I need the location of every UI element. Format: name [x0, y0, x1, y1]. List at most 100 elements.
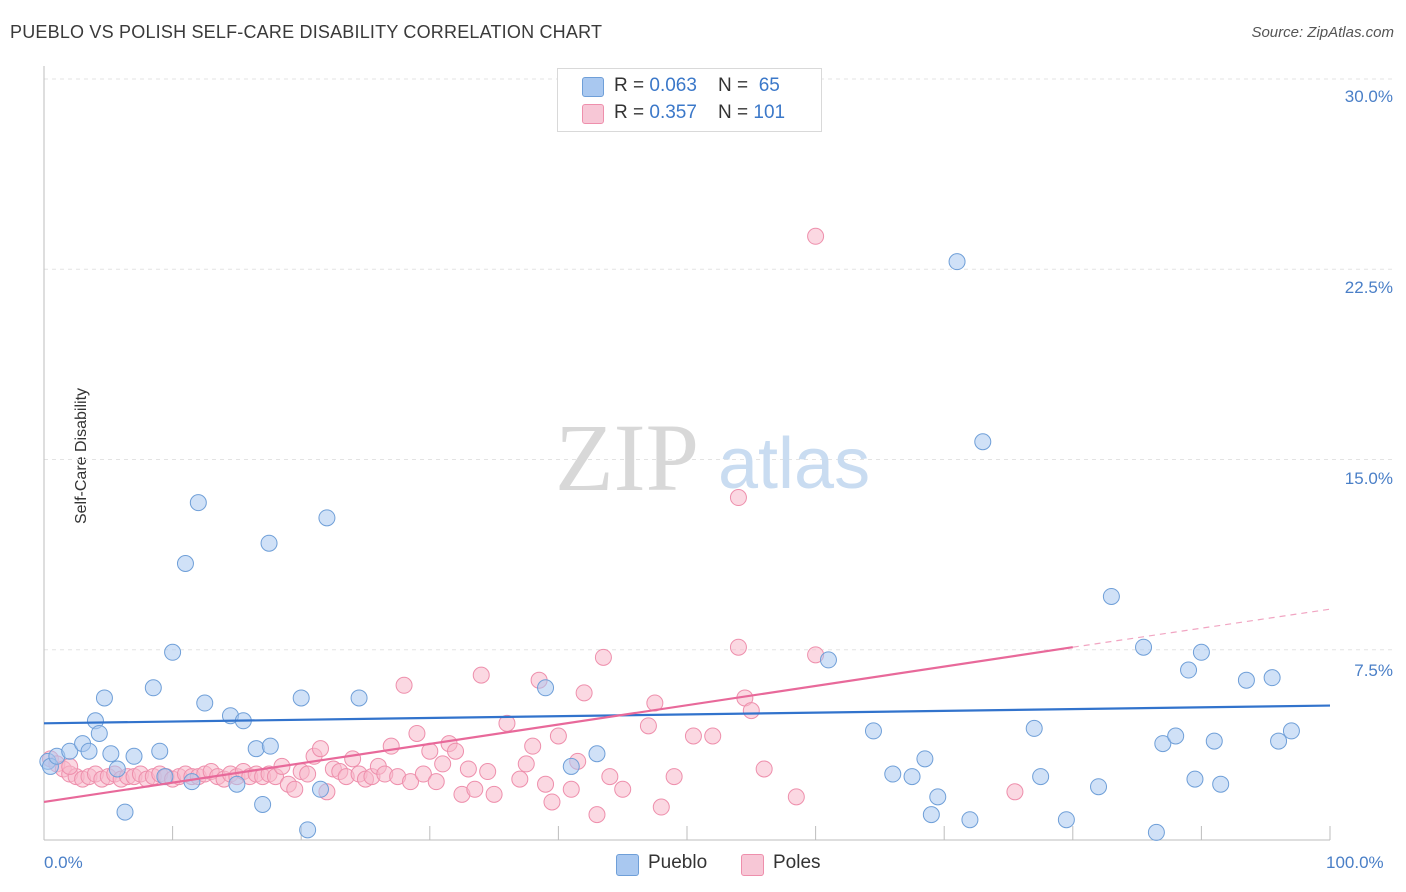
poles-point — [414, 765, 432, 783]
pueblo-point — [948, 253, 966, 271]
pueblo-point — [261, 737, 279, 755]
pueblo-point — [144, 679, 162, 697]
n-value: 65 — [758, 75, 780, 96]
poles-point — [1006, 783, 1024, 801]
poles-point — [787, 788, 805, 806]
pueblo-point — [916, 750, 934, 768]
poles-point — [652, 798, 670, 816]
pueblo-point — [311, 780, 329, 798]
pueblo-trendline — [43, 704, 1331, 725]
poles-point — [299, 765, 317, 783]
poles-point — [524, 737, 542, 755]
pueblo-point — [90, 724, 108, 742]
source-label: Source: ZipAtlas.com — [1251, 24, 1394, 41]
poles-point — [684, 727, 702, 745]
pueblo-point — [929, 788, 947, 806]
poles-point — [382, 737, 400, 755]
legend-item-pueblo: Pueblo — [616, 852, 708, 876]
poles-point — [704, 727, 722, 745]
poles-swatch — [582, 104, 604, 124]
n-label: N = — [718, 75, 754, 96]
n-value: 101 — [753, 102, 786, 123]
pueblo-point — [1263, 669, 1281, 687]
pueblo-point — [254, 795, 272, 813]
pueblo-point — [903, 768, 921, 786]
poles-point — [549, 727, 567, 745]
poles-point — [594, 648, 612, 666]
poles-point — [466, 780, 484, 798]
poles-point — [408, 724, 426, 742]
pueblo-point — [108, 760, 126, 778]
pueblo-point — [1186, 770, 1204, 788]
pueblo-point — [1180, 661, 1198, 679]
poles-swatch — [741, 854, 764, 876]
pueblo-point — [125, 747, 143, 765]
pueblo-point — [1282, 722, 1300, 740]
poles-point — [434, 755, 452, 773]
pueblo-point — [292, 689, 310, 707]
y-tick-label: 7.5% — [1354, 661, 1393, 680]
poles-point — [601, 768, 619, 786]
pueblo-point — [1102, 587, 1120, 605]
poles-point — [562, 780, 580, 798]
poles-point — [447, 742, 465, 760]
poles-trendline-extension — [1072, 608, 1331, 648]
pueblo-point — [1192, 643, 1210, 661]
poles-point — [755, 760, 773, 778]
pueblo-point — [884, 765, 902, 783]
pueblo-point — [102, 745, 120, 763]
poles-point — [427, 773, 445, 791]
watermark-zip: ZIP — [555, 404, 699, 511]
poles-trendline — [43, 646, 1073, 804]
poles-point — [665, 768, 683, 786]
pueblo-point — [61, 742, 79, 760]
poles-point — [479, 763, 497, 781]
pueblo-point — [588, 745, 606, 763]
pueblo-point — [196, 694, 214, 712]
pueblo-point — [299, 821, 317, 839]
pueblo-point — [80, 742, 98, 760]
r-label: R = — [614, 102, 650, 123]
poles-point — [511, 770, 529, 788]
pueblo-point — [1154, 735, 1172, 753]
pueblo-swatch — [582, 77, 604, 97]
pueblo-point — [537, 679, 555, 697]
legend-label: Poles — [773, 852, 821, 873]
r-value: 0.357 — [649, 102, 697, 123]
pueblo-point — [1237, 671, 1255, 689]
poles-point — [459, 760, 477, 778]
pueblo-point — [95, 689, 113, 707]
poles-point — [575, 684, 593, 702]
pueblo-point — [164, 643, 182, 661]
y-tick-label: 22.5% — [1344, 278, 1393, 297]
x-tick-label: 0.0% — [44, 853, 83, 872]
poles-point — [588, 806, 606, 824]
pueblo-point — [350, 689, 368, 707]
pueblo-point — [151, 742, 169, 760]
pueblo-point — [1057, 811, 1075, 829]
chart-title: PUEBLO VS POLISH SELF-CARE DISABILITY CO… — [10, 22, 603, 42]
poles-point — [729, 489, 747, 507]
poles-point — [344, 750, 362, 768]
pueblo-point — [247, 740, 265, 758]
poles-point — [543, 793, 561, 811]
pueblo-point — [318, 509, 336, 527]
r-label: R = — [614, 75, 650, 96]
pueblo-point — [1167, 727, 1185, 745]
pueblo-point — [1147, 823, 1165, 841]
poles-point — [517, 755, 535, 773]
pueblo-point — [864, 722, 882, 740]
pueblo-point — [260, 534, 278, 552]
pueblo-point — [961, 811, 979, 829]
poles-point — [639, 717, 657, 735]
pueblo-point — [974, 433, 992, 451]
n-label: N = — [718, 102, 754, 123]
pueblo-point — [562, 757, 580, 775]
poles-point — [472, 666, 490, 684]
poles-point — [807, 227, 825, 245]
r-value: 0.063 — [649, 75, 697, 96]
pueblo-point — [1032, 768, 1050, 786]
pueblo-point — [1135, 638, 1153, 656]
y-tick-label: 30.0% — [1344, 87, 1393, 106]
legend-label: Pueblo — [648, 852, 708, 873]
